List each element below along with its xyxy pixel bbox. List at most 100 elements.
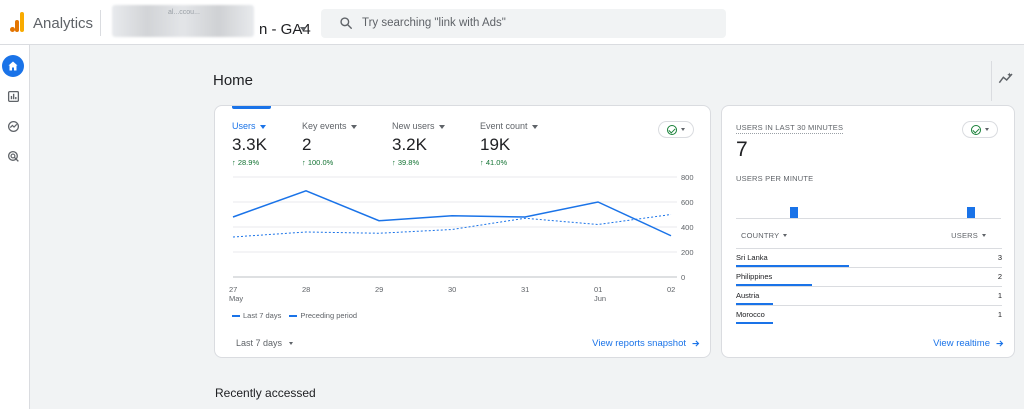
y-tick-label: 800 [681,173,694,182]
x-tick-label: 01 [594,285,602,294]
search-input[interactable]: Try searching "link with Ads" [362,17,506,29]
property-selector[interactable]: n - GA4 [259,21,311,38]
explore-icon [7,120,19,132]
chevron-down-icon [289,341,294,345]
chevron-down-icon [350,124,357,129]
arrow-up-icon: ↑ [232,158,238,167]
realtime-value: 7 [736,138,748,161]
metric-event-count[interactable]: Event count 19K ↑ 41.0% [480,121,538,167]
account-selector-redacted[interactable] [112,5,254,37]
share-bar [736,284,812,286]
search-bar[interactable]: Try searching "link with Ads" [321,9,726,38]
insights-icon[interactable] [998,71,1014,85]
country-users: 1 [997,310,1002,319]
baseline [736,218,1001,219]
table-row[interactable]: Austria 1 [736,286,1002,305]
divider [991,61,992,101]
preceding-period-line [232,214,672,238]
top-bar: Analytics al...ccou... n - GA4 Try searc… [0,0,1024,45]
legend-label: Last 7 days [243,311,282,320]
last-7-days-line [232,189,672,237]
y-tick-label: 400 [681,223,694,232]
country-name: Sri Lanka [736,253,768,262]
search-icon [340,17,352,29]
metric-change: 100.0% [307,158,334,167]
table-row[interactable]: Morocco 1 [736,305,1002,324]
minute-bar [966,207,975,218]
chevron-down-icon [681,128,685,131]
page-title: Home [213,72,254,89]
metric-label: Event count [480,121,528,131]
legend-item: Last 7 days [232,311,281,320]
metric-change: 39.8% [397,158,420,167]
chevron-down-icon [259,124,266,129]
y-tick-label: 0 [681,273,685,282]
x-tick-label: 02 [667,285,675,294]
divider [100,10,101,36]
x-tick-label: 30 [448,285,456,294]
arrow-right-icon [692,340,700,347]
nav-explore[interactable] [2,115,24,137]
realtime-label[interactable]: USERS IN LAST 30 MINUTES [736,123,844,134]
x-tick-label: 31 [521,285,529,294]
column-label: USERS [951,231,978,240]
analytics-logo-icon[interactable] [10,12,24,32]
country-name: Philippines [736,272,773,281]
share-bar [736,322,774,324]
y-tick-label: 200 [681,248,694,257]
x-tick-label: 28 [302,285,310,294]
data-quality-button[interactable] [962,121,998,138]
share-bar [736,265,849,267]
home-icon [8,61,18,71]
metric-users[interactable]: Users 3.3K ↑ 28.9% [232,121,267,167]
table-row[interactable]: Philippines 2 [736,267,1002,286]
y-tick-label: 600 [681,198,694,207]
country-name: Morocco [736,310,765,319]
legend-label: Preceding period [300,311,358,320]
metric-label: Key events [302,121,347,131]
target-icon [7,150,19,162]
legend-item: Preceding period [289,311,357,320]
table-row[interactable]: Sri Lanka 3 [736,248,1002,267]
arrow-right-icon [996,340,1004,347]
nav-advertising[interactable] [2,145,24,167]
minute-bar [790,207,798,218]
chevron-down-icon [985,128,989,131]
view-reports-snapshot-link[interactable]: View reports snapshot [592,338,700,349]
check-circle-icon [667,124,677,135]
metric-value: 3.3K [232,135,267,154]
date-range-label: Last 7 days [236,338,283,348]
chevron-down-icon[interactable] [300,27,306,31]
users-column-header[interactable]: USERS [951,231,986,240]
link-label: View realtime [933,338,990,349]
active-tab-indicator [232,106,271,109]
arrow-up-icon: ↑ [392,158,398,167]
overview-card: Users 3.3K ↑ 28.9% Key events 2 ↑ 100.0%… [214,105,711,358]
arrow-up-icon: ↑ [480,158,486,167]
view-realtime-link[interactable]: View realtime [933,338,1004,349]
nav-home[interactable] [2,55,24,77]
metric-value: 2 [302,135,312,154]
metric-key-events[interactable]: Key events 2 ↑ 100.0% [302,121,357,167]
date-range-selector[interactable]: Last 7 days [236,338,294,348]
nav-reports[interactable] [2,85,24,107]
metric-change: 41.0% [485,158,508,167]
metric-label: New users [392,121,435,131]
bar-chart-icon [7,90,19,102]
share-bar [736,303,774,305]
metric-new-users[interactable]: New users 3.2K ↑ 39.8% [392,121,445,167]
country-users: 3 [997,253,1002,262]
metric-change: 28.9% [237,158,260,167]
realtime-card: USERS IN LAST 30 MINUTES 7 USERS PER MIN… [721,105,1015,358]
per-minute-bar-chart [736,186,1001,219]
chevron-down-icon [531,124,538,129]
data-quality-button[interactable] [658,121,694,138]
country-column-header[interactable]: COUNTRY [741,231,788,240]
country-users: 2 [997,272,1002,281]
metric-value: 19K [480,135,511,154]
left-nav [0,45,30,409]
recently-accessed-heading: Recently accessed [215,386,316,400]
app-title: Analytics [33,15,94,32]
country-name: Austria [736,291,760,300]
